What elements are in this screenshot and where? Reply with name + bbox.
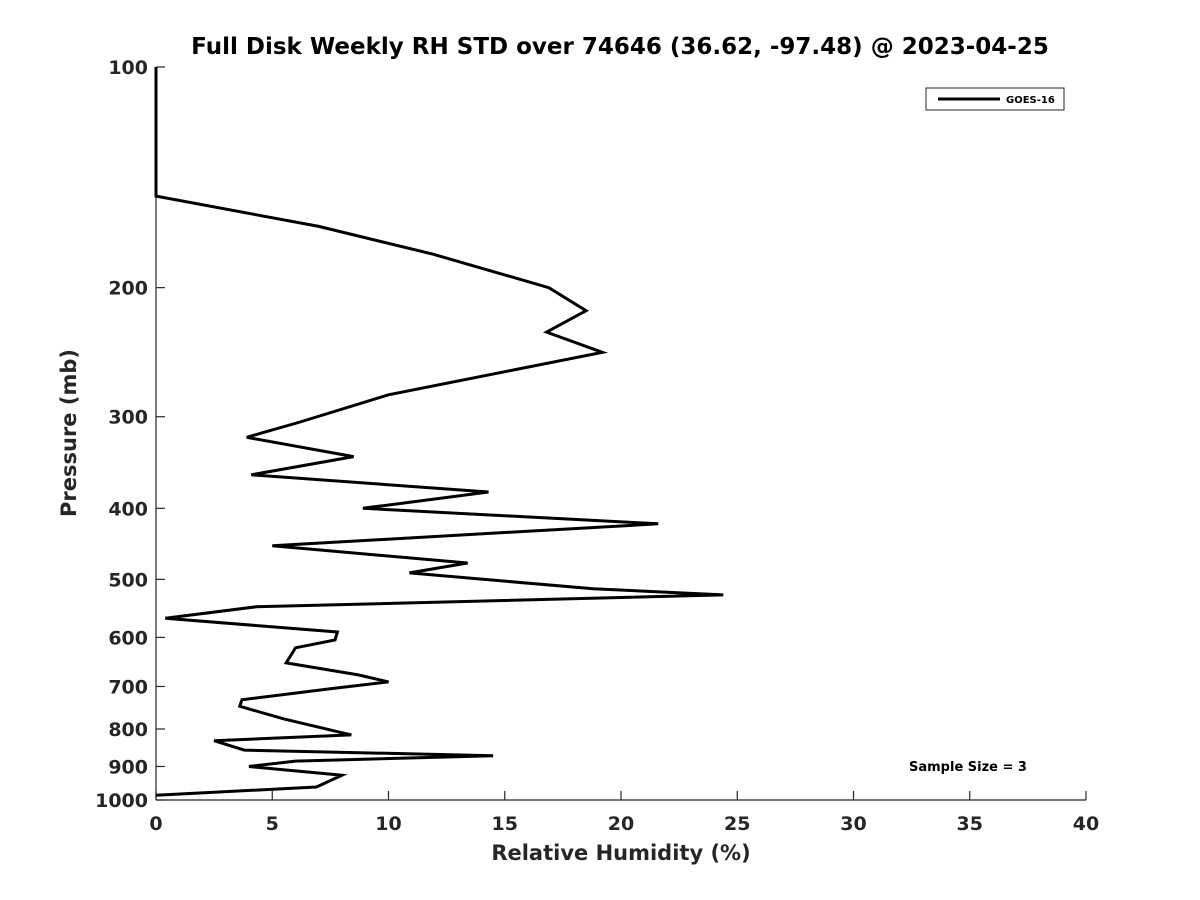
x-tick-label: 20 <box>608 813 634 835</box>
x-tick-label: 35 <box>957 813 983 835</box>
plot-axes <box>155 67 1086 801</box>
legend: GOES-16 <box>925 87 1065 111</box>
x-tick-label: 25 <box>724 813 750 835</box>
y-tick-label: 1000 <box>95 790 148 812</box>
y-tick-label: 400 <box>108 498 148 520</box>
x-ticks: 0 5 10 15 20 25 30 35 40 <box>149 791 1099 835</box>
x-axis-label: Relative Humidity (%) <box>491 841 750 865</box>
y-tick-label: 900 <box>108 756 148 778</box>
sample-size-annotation: Sample Size = 3 <box>909 760 1027 775</box>
y-tick-label: 500 <box>108 569 148 591</box>
y-axis-label: Pressure (mb) <box>57 349 81 517</box>
series-layer <box>154 67 724 797</box>
x-tick-label: 15 <box>492 813 518 835</box>
y-tick-label: 700 <box>108 676 148 698</box>
x-tick-label: 40 <box>1073 813 1099 835</box>
chart-title: Full Disk Weekly RH STD over 74646 (36.6… <box>191 34 1049 60</box>
x-tick-label: 10 <box>375 813 401 835</box>
series-line-goes16 <box>154 67 724 797</box>
y-tick-label: 100 <box>108 57 148 79</box>
x-tick-label: 30 <box>840 813 866 835</box>
x-tick-label: 5 <box>266 813 279 835</box>
y-ticks: 100 200 300 400 500 600 700 800 900 1000 <box>95 57 165 812</box>
y-tick-label: 300 <box>108 407 148 429</box>
y-tick-label: 600 <box>108 627 148 649</box>
y-tick-label: 800 <box>108 719 148 741</box>
legend-label-goes16: GOES-16 <box>1006 95 1055 106</box>
y-tick-label: 200 <box>108 278 148 300</box>
x-tick-label: 0 <box>149 813 162 835</box>
